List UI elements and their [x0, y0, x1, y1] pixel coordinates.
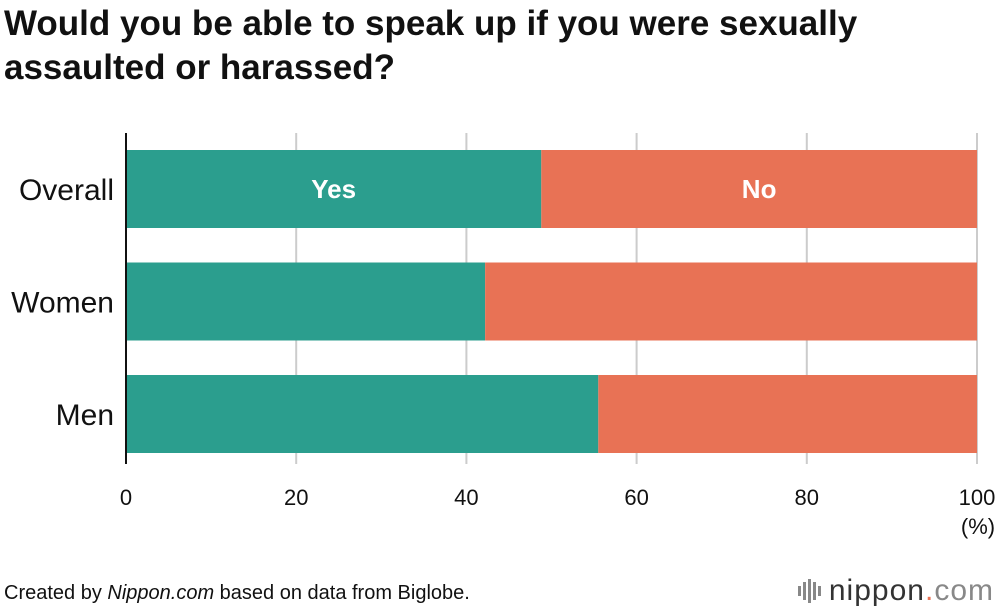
x-tick-labels: 0 20 40 60 80 100: [120, 485, 995, 510]
x-tick-80: 80: [795, 485, 819, 510]
category-label-women: Women: [11, 287, 114, 320]
category-labels: Overall Women Men: [11, 174, 114, 432]
bar-overall-yes: [126, 150, 542, 228]
x-axis-unit: (%): [961, 514, 995, 539]
bars: Yes No: [126, 150, 977, 453]
category-label-men: Men: [56, 399, 114, 432]
logo-mark-icon: [797, 579, 821, 603]
source-name: Nippon.com: [107, 582, 215, 604]
chart-title: Would you be able to speak up if you wer…: [4, 4, 858, 87]
category-label-overall: Overall: [19, 174, 114, 207]
bar-men-yes: [126, 375, 599, 453]
nippon-logo: nippon. com: [797, 574, 994, 608]
x-tick-100: 100: [959, 485, 996, 510]
bar-women-no: [485, 262, 977, 341]
bar-men-no: [598, 375, 977, 453]
x-tick-40: 40: [454, 485, 478, 510]
logo-name: nippon: [828, 574, 925, 607]
series-label-no: No: [742, 174, 777, 204]
bar-overall-no: [541, 150, 977, 228]
logo-tld: com: [934, 574, 994, 607]
x-tick-60: 60: [624, 485, 648, 510]
logo-dot: .: [924, 574, 935, 607]
series-label-yes: Yes: [311, 174, 356, 204]
x-tick-0: 0: [120, 485, 132, 510]
source-suffix: based on data from Biglobe.: [214, 582, 470, 604]
x-tick-20: 20: [284, 485, 308, 510]
source-note: Created by Nippon.com based on data from…: [4, 582, 470, 605]
source-prefix: Created by: [4, 582, 108, 604]
bar-women-yes: [126, 262, 486, 341]
